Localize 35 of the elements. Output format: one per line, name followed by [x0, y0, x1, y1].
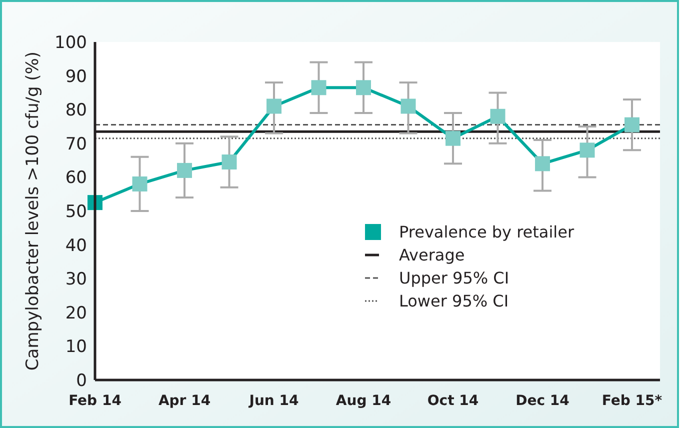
point [400, 98, 416, 114]
legend-label: Upper 95% CI [399, 268, 510, 288]
y-tick-label: 10 [65, 337, 87, 358]
point [266, 98, 282, 114]
legend-label: Average [399, 246, 465, 265]
y-tick-label: 50 [65, 202, 87, 222]
legend-label: Lower 95% CI [399, 292, 509, 311]
y-tick-label: 70 [65, 134, 87, 154]
point [356, 80, 371, 96]
x-tick-label: Aug 14 [336, 393, 392, 409]
x-tick-label: Feb 15* [602, 393, 663, 409]
x-tick-label: Feb 14 [68, 393, 122, 409]
y-tick-label: 60 [65, 168, 87, 188]
y-tick-label: 90 [65, 66, 87, 87]
y-tick-label: 20 [65, 303, 87, 324]
legend-label: Prevalence by retailer [399, 222, 574, 242]
y-tick-label: 40 [65, 236, 87, 256]
y-tick-label: 80 [65, 100, 87, 121]
y-axis-title: Campylobacter levels >100 cfu/g (%) [23, 51, 43, 371]
y-tick-label: 100 [54, 32, 87, 53]
y-tick-label: 30 [65, 270, 87, 290]
x-tick-label: Jun 14 [248, 393, 300, 409]
x-tick-label: Apr 14 [158, 393, 211, 409]
point [624, 117, 640, 132]
point [311, 80, 326, 96]
point [132, 176, 148, 192]
x-tick-label: Oct 14 [427, 393, 479, 409]
x-tick-label: Dec 14 [516, 393, 570, 409]
point [222, 154, 237, 170]
point [446, 130, 460, 146]
y-tick-label: 0 [76, 370, 87, 391]
point [177, 162, 192, 178]
point [490, 108, 506, 124]
point [535, 156, 550, 172]
point [580, 142, 595, 158]
